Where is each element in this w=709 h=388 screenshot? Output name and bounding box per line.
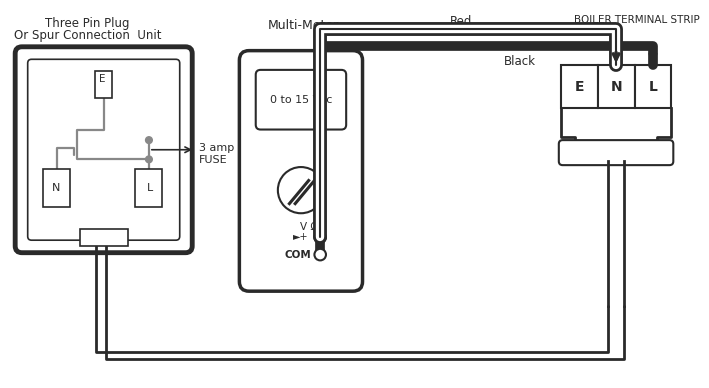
Circle shape (145, 156, 152, 163)
Text: E: E (574, 80, 584, 94)
Text: BOILER TERMINAL STRIP: BOILER TERMINAL STRIP (574, 15, 700, 25)
Text: Multi-Meter: Multi-Meter (268, 19, 340, 32)
FancyBboxPatch shape (256, 70, 346, 130)
Text: 0 to 15 Vac: 0 to 15 Vac (269, 95, 332, 105)
FancyBboxPatch shape (28, 59, 179, 240)
FancyBboxPatch shape (240, 51, 362, 291)
Bar (598, 65, 635, 108)
Bar (79, 229, 128, 246)
Text: L: L (147, 183, 153, 193)
Text: N: N (610, 80, 622, 94)
Text: 3 amp: 3 amp (199, 143, 234, 153)
Bar (635, 65, 671, 108)
Circle shape (145, 137, 152, 144)
Circle shape (314, 249, 326, 260)
Text: N: N (52, 183, 61, 193)
Text: Three Pin Plug: Three Pin Plug (45, 17, 130, 30)
FancyBboxPatch shape (15, 47, 192, 253)
FancyBboxPatch shape (559, 140, 674, 165)
Text: V Ω: V Ω (299, 222, 318, 232)
Text: FUSE: FUSE (199, 154, 228, 165)
Bar (135, 169, 162, 208)
Circle shape (278, 167, 324, 213)
Circle shape (314, 232, 326, 243)
Text: Or Spur Connection  Unit: Or Spur Connection Unit (13, 28, 161, 42)
Text: L: L (649, 80, 657, 94)
Bar (43, 169, 70, 208)
Text: Black: Black (504, 55, 536, 68)
Text: E: E (99, 74, 106, 84)
Bar (95, 71, 112, 98)
Text: Red: Red (450, 15, 472, 28)
Bar (561, 65, 598, 108)
Text: ►+: ►+ (294, 232, 308, 242)
Text: COM: COM (285, 249, 311, 260)
